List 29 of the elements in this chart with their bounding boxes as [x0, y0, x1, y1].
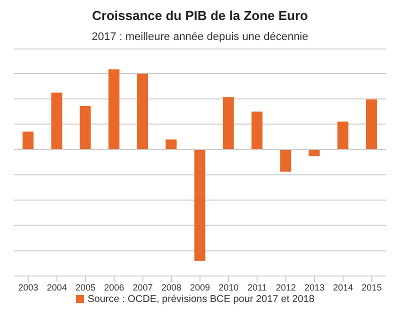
bar — [51, 92, 62, 150]
x-tick-label: 2012 — [276, 282, 296, 292]
bar — [337, 122, 348, 150]
x-tick-label: 2014 — [333, 282, 354, 292]
legend-label: Source : OCDE, prévisions BCE pour 2017 et 2018 — [88, 294, 314, 305]
x-tick-label: 2004 — [46, 282, 67, 292]
bar — [137, 74, 148, 150]
x-tick-label: 2008 — [161, 282, 182, 292]
x-tick-label: 2013 — [304, 282, 324, 292]
x-tick-label: 2010 — [218, 282, 239, 292]
x-tick-label: 2006 — [104, 282, 124, 292]
chart-title: Croissance du PIB de la Zone Euro — [91, 8, 309, 23]
x-tick-label: 2007 — [132, 282, 153, 292]
chart-subtitle: 2017 : meilleure année depuis une décennie — [90, 31, 310, 43]
bar — [308, 149, 320, 156]
bar — [22, 132, 34, 150]
x-tick-label: 2009 — [190, 282, 210, 292]
bar — [166, 139, 177, 150]
x-tick-label: 2003 — [18, 282, 38, 292]
bar — [280, 149, 292, 172]
bar — [252, 112, 263, 150]
bar — [222, 97, 234, 150]
x-tick-label: 2011 — [248, 282, 267, 292]
bar — [108, 69, 120, 150]
x-tick-label: 2015 — [362, 282, 382, 292]
bar — [194, 149, 206, 261]
bar — [366, 99, 377, 150]
x-tick-label: 2005 — [76, 282, 96, 292]
bar — [80, 106, 91, 150]
